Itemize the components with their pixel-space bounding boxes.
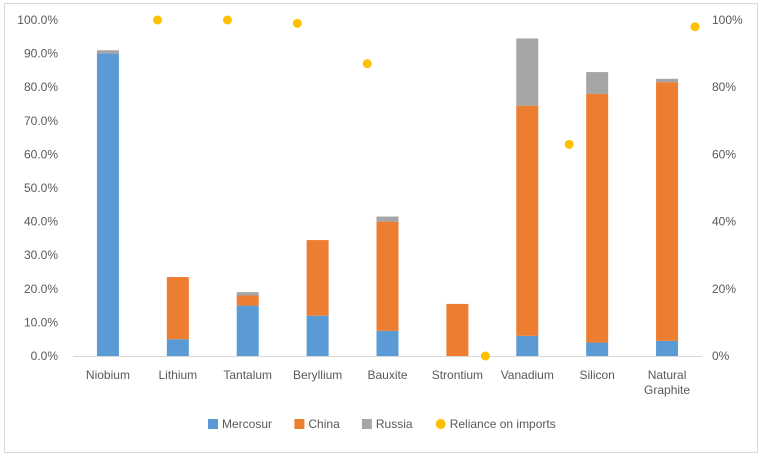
bar-mercosur (586, 342, 609, 356)
legend-marker-china (294, 419, 305, 429)
x-tick-label: Niobium (86, 368, 130, 382)
y-left-tick-label: 50.0% (24, 181, 58, 195)
point-reliance-on-imports (362, 59, 372, 69)
bar-mercosur (306, 315, 329, 356)
legend-marker-mercosur (208, 419, 218, 429)
point-reliance-on-imports (480, 351, 490, 361)
x-tick-label: Natural Graphite (644, 368, 690, 397)
x-tick-label: Strontium (432, 368, 483, 382)
x-tick-label: Beryllium (293, 368, 342, 382)
y-left-tick-label: 20.0% (24, 282, 58, 296)
bar-mercosur (516, 335, 539, 356)
bar-russia (656, 78, 679, 83)
bar-russia (96, 50, 119, 54)
legend-label-reliance-on-imports: Reliance on imports (450, 417, 556, 431)
bar-china (516, 105, 539, 336)
y-left-tick-label: 10.0% (24, 315, 58, 329)
bar-china (306, 240, 329, 316)
bar-russia (236, 292, 259, 296)
bar-china (236, 295, 259, 306)
y-right-tick-label: 0% (712, 349, 730, 363)
bar-china (586, 93, 609, 343)
bar-china (376, 221, 399, 331)
y-left-tick-label: 100.0% (17, 13, 58, 27)
y-left-tick-label: 60.0% (24, 147, 58, 161)
y-left-tick-label: 0.0% (31, 349, 59, 363)
bar-mercosur (166, 339, 189, 356)
point-reliance-on-imports (222, 15, 232, 25)
x-tick-label: Silicon (579, 368, 614, 382)
bar-mercosur (376, 330, 399, 356)
y-right-tick-label: 20% (712, 282, 736, 296)
y-left-tick-label: 80.0% (24, 80, 58, 94)
legend-label-mercosur: Mercosur (222, 417, 272, 431)
y-left-tick-label: 70.0% (24, 114, 58, 128)
x-tick-label: Tantalum (223, 368, 272, 382)
point-reliance-on-imports (690, 22, 700, 32)
legend-label-china: China (308, 417, 340, 431)
y-left-tick-label: 90.0% (24, 47, 58, 61)
y-left-tick-label: 30.0% (24, 248, 58, 262)
bar-china (446, 303, 469, 356)
bar-china (166, 277, 189, 340)
bar-russia (586, 72, 609, 94)
bar-mercosur (656, 340, 679, 356)
bar-russia (516, 38, 539, 106)
x-tick-label: Lithium (158, 368, 197, 382)
legend-label-russia: Russia (376, 417, 413, 431)
bar-mercosur (236, 305, 259, 356)
point-reliance-on-imports (153, 15, 163, 25)
point-reliance-on-imports (564, 139, 574, 149)
bar-russia (376, 216, 399, 222)
y-left-tick-label: 40.0% (24, 215, 58, 229)
legend-marker-reliance-on-imports (435, 419, 446, 429)
legend-marker-russia (361, 419, 372, 429)
y-right-tick-label: 80% (712, 80, 736, 94)
point-reliance-on-imports (292, 18, 302, 28)
bar-china (656, 82, 679, 341)
x-tick-label: Bauxite (367, 368, 407, 382)
bar-mercosur (96, 53, 119, 356)
x-tick-label: Vanadium (501, 368, 554, 382)
y-right-tick-label: 40% (712, 215, 736, 229)
y-right-tick-label: 60% (712, 147, 736, 161)
y-right-tick-label: 100% (712, 13, 743, 27)
